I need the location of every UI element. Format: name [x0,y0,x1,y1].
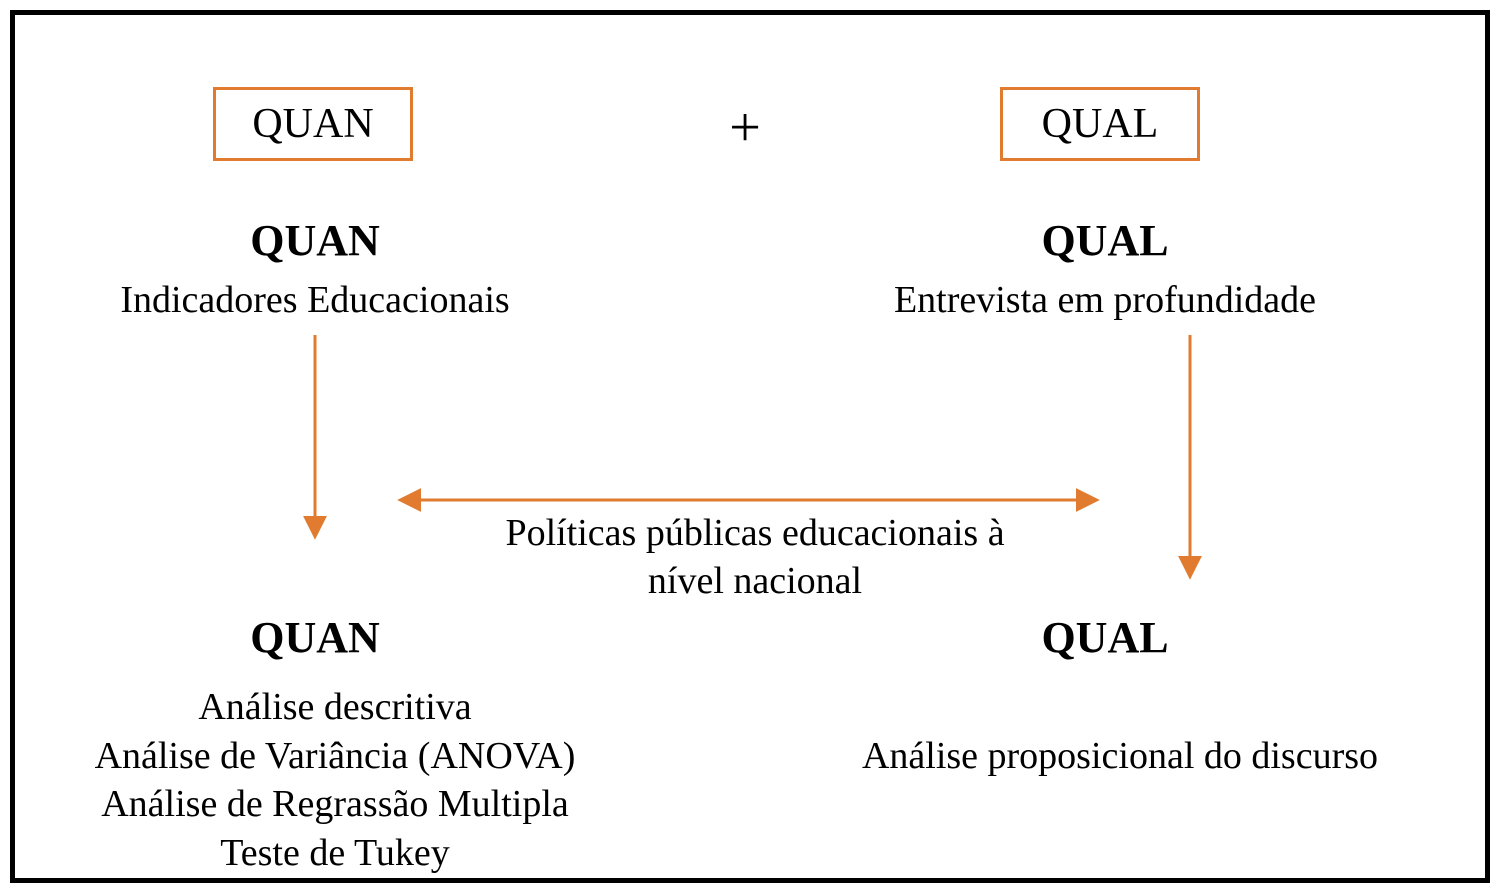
diagram-frame: QUAN QUAL + QUAN Indicadores Educacionai… [10,10,1490,883]
arrow-left-down [15,15,1495,888]
